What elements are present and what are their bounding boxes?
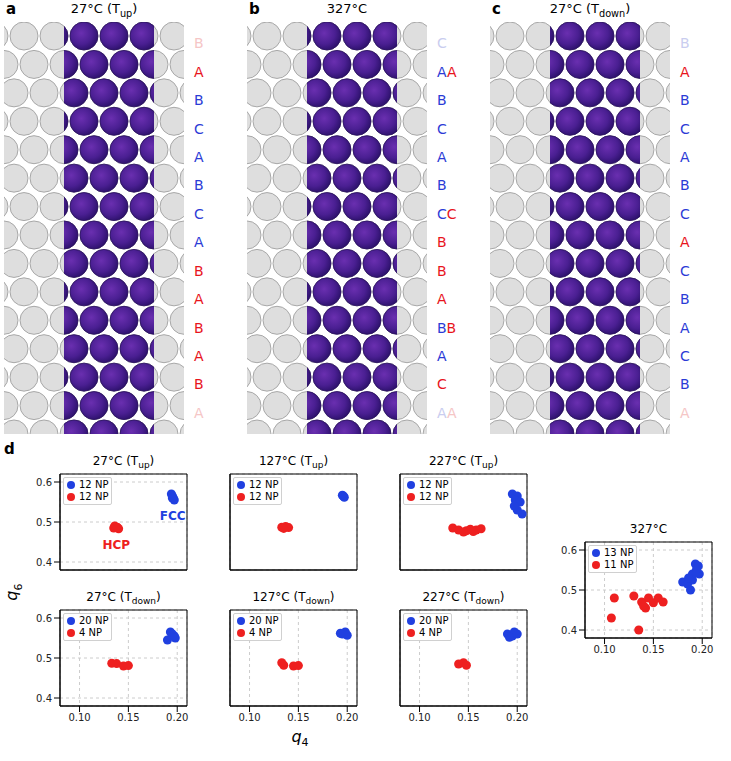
html-text:227°C (Tdown): 227°C (Tdown)	[422, 590, 505, 607]
html-text:20 NP: 20 NP	[419, 615, 449, 626]
html-text:27°C (Tup): 27°C (Tup)	[70, 1, 138, 19]
svg-text:0.6: 0.6	[36, 477, 52, 488]
svg-text:B: B	[680, 177, 690, 193]
svg-text:C: C	[680, 121, 690, 137]
svg-text:A: A	[437, 149, 447, 165]
svg-text:AA: AA	[437, 405, 457, 421]
html-text:4 NP: 4 NP	[249, 627, 273, 638]
svg-text:C: C	[194, 121, 204, 137]
svg-text:0.20: 0.20	[166, 712, 188, 723]
html-text:d: d	[4, 440, 15, 458]
svg-text:C: C	[194, 206, 204, 222]
svg-text:B: B	[194, 320, 204, 336]
svg-text:C: C	[680, 206, 690, 222]
html-text:4 NP: 4 NP	[419, 627, 443, 638]
html-text:227°C (Tup): 227°C (Tup)	[428, 454, 499, 471]
svg-text:A: A	[437, 348, 447, 364]
html-text:12 NP: 12 NP	[419, 479, 449, 490]
svg-text:A: A	[437, 291, 447, 307]
svg-text:FCC: FCC	[160, 509, 186, 523]
svg-text:0.20: 0.20	[336, 712, 358, 723]
svg-text:A: A	[680, 234, 690, 250]
svg-text:0.15: 0.15	[287, 712, 309, 723]
svg-text:C: C	[437, 376, 447, 392]
svg-text:B: B	[194, 35, 204, 51]
svg-text:B: B	[680, 35, 690, 51]
svg-text:0.10: 0.10	[238, 712, 260, 723]
svg-text:B: B	[437, 234, 447, 250]
svg-text:0.15: 0.15	[642, 644, 664, 655]
html-text:20 NP: 20 NP	[79, 615, 109, 626]
svg-text:C: C	[680, 263, 690, 279]
svg-text:B: B	[680, 291, 690, 307]
svg-text:C: C	[437, 121, 447, 137]
svg-text:A: A	[194, 149, 204, 165]
html-text:12 NP: 12 NP	[249, 479, 279, 490]
svg-text:B: B	[680, 376, 690, 392]
svg-text:0.15: 0.15	[117, 712, 139, 723]
svg-text:A: A	[194, 348, 204, 364]
html-text:12 NP: 12 NP	[79, 491, 109, 502]
svg-text:0.10: 0.10	[408, 712, 430, 723]
html-text:c: c	[492, 0, 501, 18]
svg-text:HCP: HCP	[102, 538, 130, 552]
svg-text:AA: AA	[437, 64, 457, 80]
svg-text:A: A	[680, 149, 690, 165]
html-text:q4: q4	[291, 727, 309, 750]
svg-text:0.10: 0.10	[593, 644, 615, 655]
svg-text:BB: BB	[437, 320, 456, 336]
svg-text:C: C	[680, 348, 690, 364]
html-text:327°C: 327°C	[326, 1, 368, 16]
html-text:b: b	[249, 0, 260, 18]
html-text:127°C (Tup): 127°C (Tup)	[258, 454, 329, 471]
svg-text:0.5: 0.5	[36, 653, 52, 664]
svg-text:0.4: 0.4	[36, 557, 52, 568]
html-text:6: 6	[12, 583, 26, 591]
svg-text:0.6: 0.6	[36, 613, 52, 624]
svg-text:0.20: 0.20	[691, 644, 713, 655]
html-text:327°C: 327°C	[629, 522, 668, 536]
html-text:20 NP: 20 NP	[249, 615, 279, 626]
html-text:12 NP: 12 NP	[249, 491, 279, 502]
html-text:27°C (Tdown): 27°C (Tdown)	[549, 1, 631, 19]
svg-text:B: B	[194, 177, 204, 193]
svg-text:A: A	[194, 291, 204, 307]
html-text:12 NP: 12 NP	[419, 491, 449, 502]
html-text:a: a	[6, 0, 17, 18]
svg-text:0.5: 0.5	[36, 517, 52, 528]
html-text:27°C (Tdown): 27°C (Tdown)	[86, 590, 161, 607]
svg-text:0.15: 0.15	[457, 712, 479, 723]
svg-text:A: A	[194, 64, 204, 80]
svg-text:0.10: 0.10	[68, 712, 90, 723]
svg-text:B: B	[437, 263, 447, 279]
html-text:13 NP: 13 NP	[604, 547, 634, 558]
html-text:12 NP: 12 NP	[79, 479, 109, 490]
svg-text:0.5: 0.5	[561, 585, 577, 596]
svg-text:A: A	[680, 64, 690, 80]
svg-text:B: B	[194, 263, 204, 279]
svg-text:B: B	[194, 92, 204, 108]
svg-text:A: A	[680, 405, 690, 421]
svg-text:0.20: 0.20	[506, 712, 528, 723]
html-text:q: q	[2, 590, 22, 601]
svg-text:B: B	[437, 177, 447, 193]
svg-text:B: B	[680, 92, 690, 108]
svg-text:A: A	[194, 405, 204, 421]
svg-text:0.4: 0.4	[561, 625, 577, 636]
html-text:27°C (Tup): 27°C (Tup)	[92, 454, 155, 471]
svg-text:A: A	[194, 234, 204, 250]
svg-text:B: B	[437, 92, 447, 108]
html-text:11 NP: 11 NP	[604, 559, 634, 570]
html-text:127°C (Tdown): 127°C (Tdown)	[252, 590, 335, 607]
svg-text:A: A	[680, 320, 690, 336]
svg-text:0.6: 0.6	[561, 545, 577, 556]
html-text:4 NP: 4 NP	[79, 627, 103, 638]
svg-text:0.4: 0.4	[36, 693, 52, 704]
svg-text:CC: CC	[437, 206, 457, 222]
svg-text:B: B	[194, 376, 204, 392]
svg-text:C: C	[437, 35, 447, 51]
